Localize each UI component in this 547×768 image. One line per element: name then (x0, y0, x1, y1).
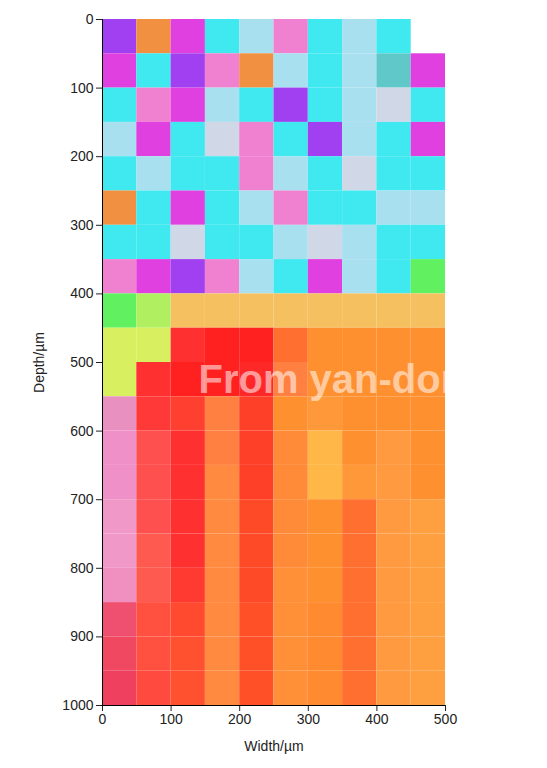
svg-text:0: 0 (99, 711, 107, 727)
svg-text:Width/µm: Width/µm (244, 738, 303, 754)
svg-text:600: 600 (70, 423, 94, 439)
svg-text:1000: 1000 (62, 697, 93, 713)
svg-text:200: 200 (228, 711, 252, 727)
svg-text:300: 300 (297, 711, 321, 727)
svg-text:100: 100 (159, 711, 183, 727)
svg-text:900: 900 (70, 628, 94, 644)
svg-text:400: 400 (70, 285, 94, 301)
svg-text:200: 200 (70, 148, 94, 164)
svg-text:300: 300 (70, 217, 94, 233)
svg-text:100: 100 (70, 80, 94, 96)
svg-text:700: 700 (70, 491, 94, 507)
svg-text:From yan-dong: From yan-dong (198, 357, 489, 401)
svg-text:800: 800 (70, 560, 94, 576)
svg-text:400: 400 (365, 711, 389, 727)
svg-text:500: 500 (70, 354, 94, 370)
svg-text:Depth/µm: Depth/µm (31, 332, 47, 393)
svg-text:0: 0 (86, 11, 94, 27)
svg-text:500: 500 (434, 711, 458, 727)
